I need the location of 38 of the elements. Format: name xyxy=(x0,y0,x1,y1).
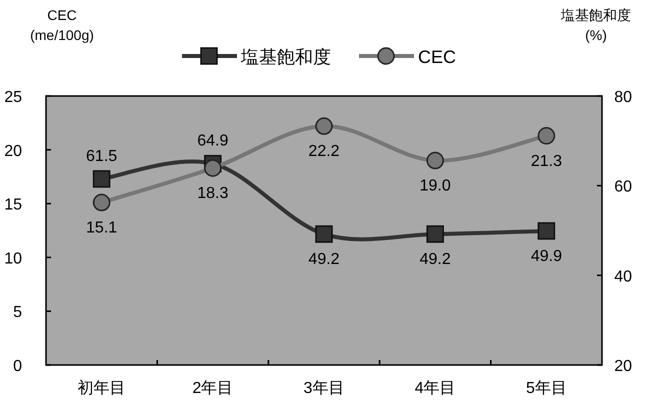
data-label: 22.2 xyxy=(308,143,340,160)
data-label: 21.3 xyxy=(530,152,562,170)
y-tick-label: 20 xyxy=(4,142,22,160)
y2-tick-label: 60 xyxy=(614,178,632,196)
point xyxy=(315,225,333,243)
y-tick-label: 25 xyxy=(4,89,22,106)
y-tick-label: 0 xyxy=(13,358,22,375)
point xyxy=(426,225,444,243)
x-tick-label: 初年目 xyxy=(78,379,126,397)
y2-tick-label: 80 xyxy=(614,89,632,106)
point xyxy=(538,127,556,145)
data-label: 18.3 xyxy=(197,185,228,202)
point xyxy=(315,117,333,135)
data-label: 49.2 xyxy=(308,251,340,268)
y-tick-label: 10 xyxy=(4,250,22,268)
point xyxy=(426,152,444,170)
point xyxy=(92,194,110,212)
y-tick-label: 5 xyxy=(13,304,22,322)
data-label: 64.9 xyxy=(197,132,228,150)
point xyxy=(92,170,110,188)
x-tick-label: 2年目 xyxy=(192,380,234,397)
legend-label: 塩基飽和度 xyxy=(240,47,331,67)
data-label: 15.1 xyxy=(86,220,118,237)
point xyxy=(204,159,222,177)
y-axis-title: CEC (me/100g) xyxy=(30,7,94,43)
data-label: 61.5 xyxy=(86,148,118,165)
y2-tick-label: 40 xyxy=(614,268,632,286)
legend-label: CEC xyxy=(418,47,456,67)
y2-tick-label: 20 xyxy=(614,358,632,375)
data-label: 19.0 xyxy=(420,178,451,195)
y2-axis-title: 塩基飽和度 (%) xyxy=(560,7,631,43)
data-label: 49.2 xyxy=(420,251,451,268)
x-tick-label: 4年目 xyxy=(414,380,456,397)
y-tick-label: 15 xyxy=(4,196,22,214)
x-tick-label: 5年目 xyxy=(526,380,567,397)
data-label: 49.9 xyxy=(530,248,562,265)
x-tick-label: 3年目 xyxy=(304,380,344,397)
point xyxy=(538,222,556,240)
